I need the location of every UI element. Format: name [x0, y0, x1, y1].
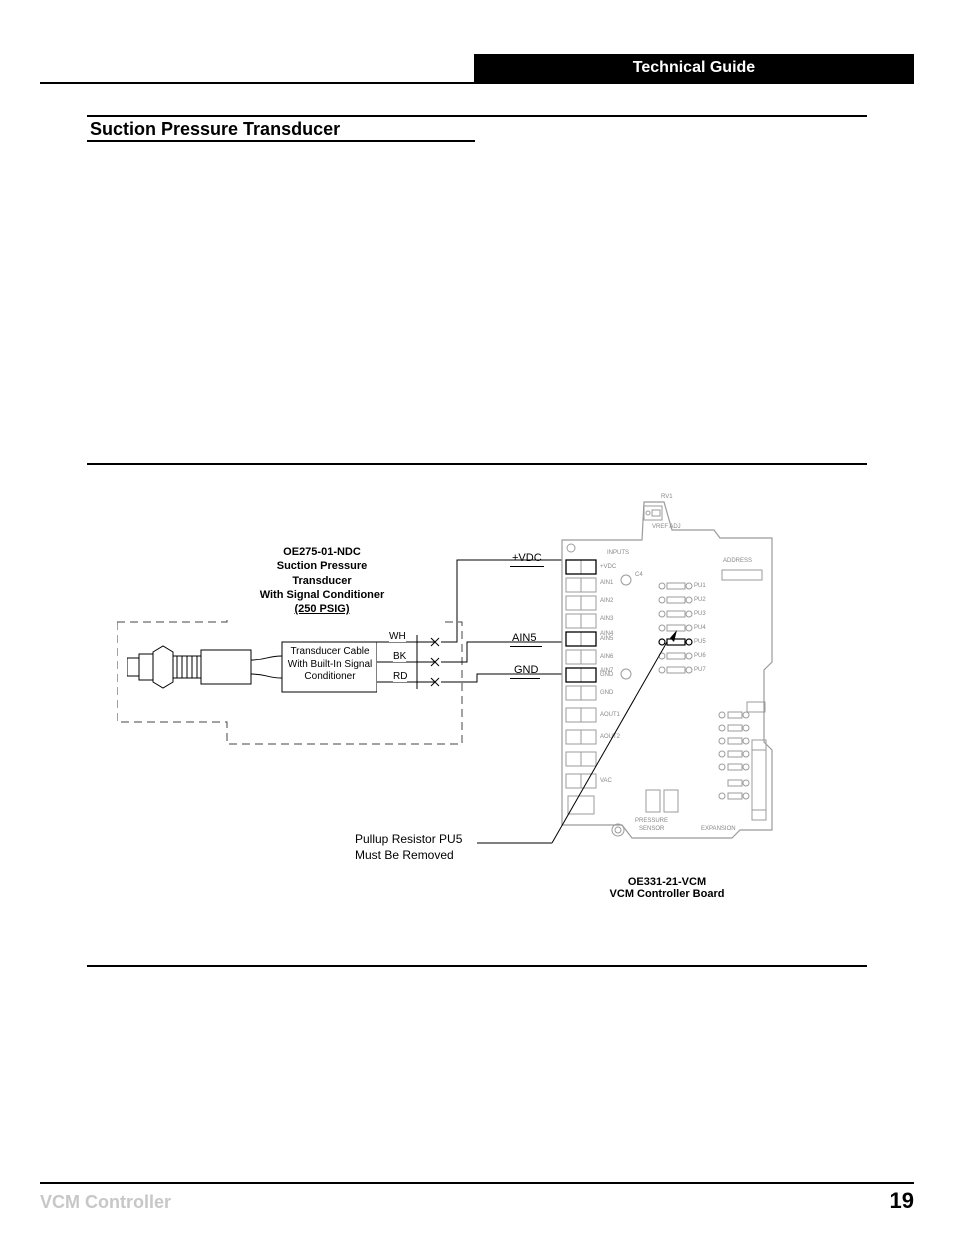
b-c4: C4	[635, 572, 643, 578]
b-ain2: AIN2	[600, 598, 613, 604]
cable-l2: With Built-In Signal	[285, 659, 375, 672]
trans-line2: Suction Pressure	[232, 559, 412, 573]
transducer-title: OE275-01-NDC Suction Pressure Transducer…	[232, 545, 412, 616]
b-pu6: PU6	[694, 653, 706, 659]
figure-rule-bottom	[87, 965, 867, 967]
b-ain1: AIN1	[600, 580, 613, 586]
board-l1: OE331-21-VCM	[587, 876, 747, 888]
b-ain3: AIN3	[600, 616, 613, 622]
b-address: ADDRESS	[723, 558, 752, 564]
figure-rule-top	[87, 463, 867, 465]
wiring-diagram: OE275-01-NDC Suction Pressure Transducer…	[87, 480, 867, 950]
wire-bk: BK	[393, 651, 406, 662]
line-vdc-under	[510, 566, 544, 567]
trans-line1: OE275-01-NDC	[232, 545, 412, 559]
wire-wh: WH	[389, 631, 406, 642]
b-inputs: INPUTS	[607, 550, 629, 556]
footer-rule	[40, 1182, 914, 1184]
top-rule	[40, 82, 914, 84]
b-pu5: PU5	[694, 639, 706, 645]
b-pu4: PU4	[694, 625, 706, 631]
header-band: Technical Guide	[474, 54, 914, 82]
b-vdc: +VDC	[600, 564, 616, 570]
b-rv1: RV1	[661, 494, 673, 500]
note-l2: Must Be Removed	[355, 848, 462, 864]
trans-line5: (250 PSIG)	[232, 602, 412, 616]
section-rule-under	[87, 140, 475, 142]
board-l2: VCM Controller Board	[587, 888, 747, 900]
trans-line3: Transducer	[232, 574, 412, 588]
pullup-note: Pullup Resistor PU5 Must Be Removed	[355, 832, 462, 863]
footer-page: 19	[890, 1188, 914, 1214]
header-title: Technical Guide	[633, 59, 755, 77]
wire-rd: RD	[393, 671, 407, 682]
board-caption: OE331-21-VCM VCM Controller Board	[587, 876, 747, 900]
cable-l1: Transducer Cable	[285, 646, 375, 659]
cable-label: Transducer Cable With Built-In Signal Co…	[285, 646, 375, 684]
b-pu7: PU7	[694, 667, 706, 673]
note-leader	[477, 638, 677, 848]
footer-left: VCM Controller	[40, 1192, 171, 1213]
b-pu3: PU3	[694, 611, 706, 617]
b-vref: VREF ADJ	[652, 524, 681, 530]
note-l1: Pullup Resistor PU5	[355, 832, 462, 848]
trans-line4: With Signal Conditioner	[232, 588, 412, 602]
b-pu2: PU2	[694, 597, 706, 603]
cable-l3: Conditioner	[285, 671, 375, 684]
section-title: Suction Pressure Transducer	[90, 119, 340, 140]
b-pu1: PU1	[694, 583, 706, 589]
b-expansion: EXPANSION	[701, 826, 736, 832]
section-rule-top	[87, 115, 867, 117]
